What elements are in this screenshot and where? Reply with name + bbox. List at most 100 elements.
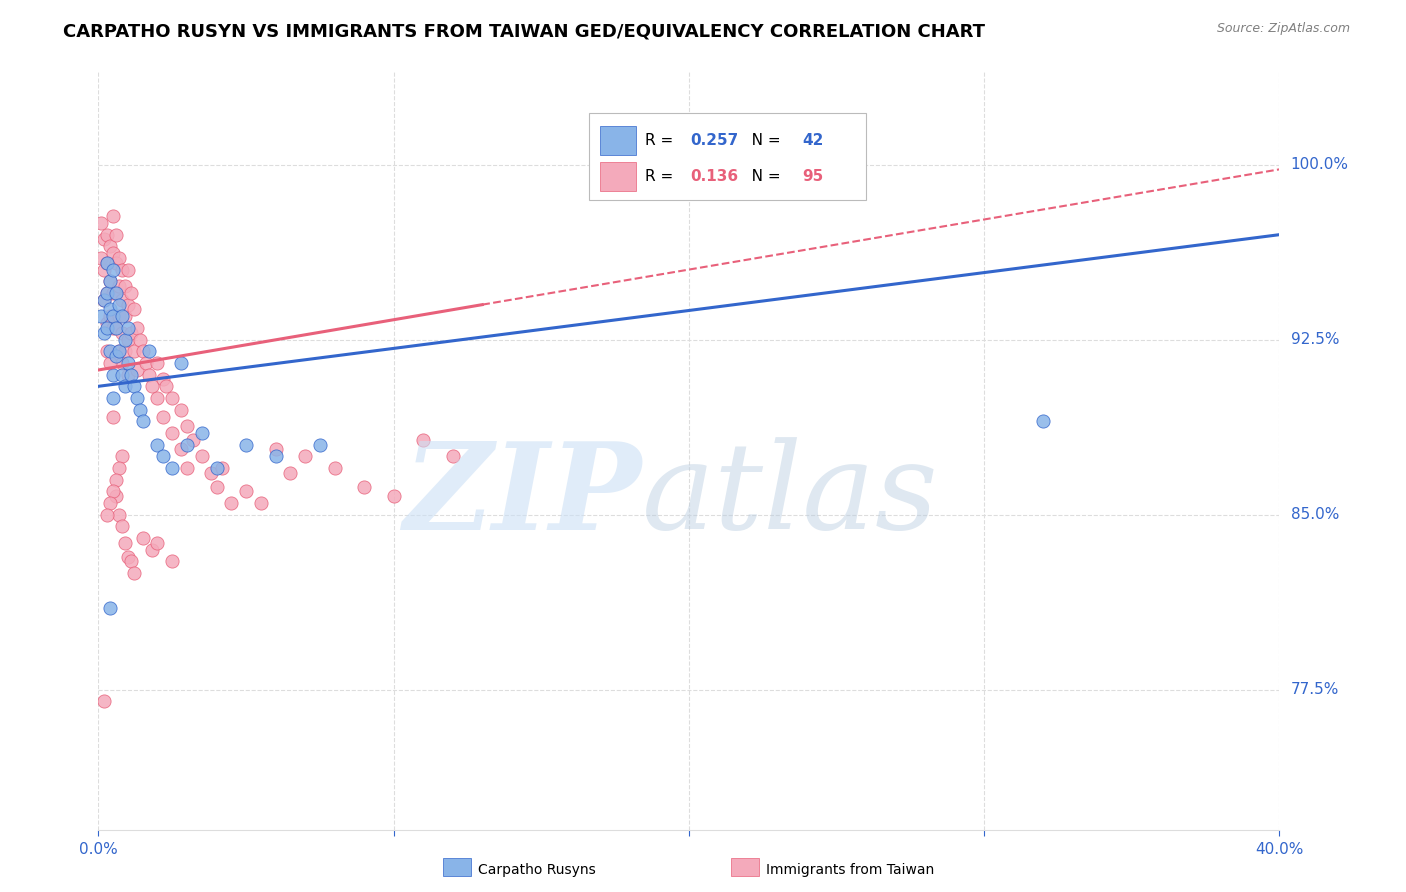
Point (138, 368, 160, 382)
Point (162, 461, 183, 475)
Point (105, 285, 128, 300)
Text: Carpatho Rusyns: Carpatho Rusyns (478, 863, 596, 877)
Point (103, 368, 125, 382)
Point (128, 333, 150, 347)
Point (96, 255, 118, 269)
Point (205, 461, 228, 475)
Point (111, 262, 134, 277)
Point (93, 293, 115, 307)
Point (146, 391, 169, 405)
Text: 0.136: 0.136 (690, 169, 738, 185)
Point (122, 379, 145, 393)
Point (152, 450, 174, 464)
Point (105, 473, 128, 487)
Text: R =: R = (645, 169, 678, 185)
Point (108, 508, 131, 522)
Point (98, 302, 121, 317)
Point (122, 566, 145, 580)
Point (235, 437, 257, 451)
Point (280, 466, 302, 480)
Point (90, 216, 112, 230)
Point (176, 461, 198, 475)
Point (162, 391, 183, 405)
Text: Source: ZipAtlas.com: Source: ZipAtlas.com (1216, 22, 1350, 36)
Point (111, 310, 134, 324)
Point (98, 496, 121, 510)
Point (205, 480, 228, 494)
Point (96, 285, 118, 300)
Point (309, 437, 332, 451)
Point (105, 349, 128, 363)
Point (117, 262, 139, 277)
Point (108, 310, 131, 324)
Point (96, 508, 118, 522)
Point (132, 344, 155, 359)
Point (108, 251, 131, 265)
Point (135, 356, 157, 370)
Point (103, 246, 125, 260)
Point (120, 326, 142, 340)
Text: 42: 42 (803, 133, 824, 148)
Point (103, 310, 125, 324)
Point (108, 344, 131, 359)
Point (103, 262, 125, 277)
Point (132, 414, 155, 428)
Point (96, 344, 118, 359)
Point (120, 285, 142, 300)
Point (103, 321, 125, 335)
Point (250, 496, 273, 510)
Point (93, 326, 115, 340)
Point (93, 694, 115, 708)
Point (132, 531, 155, 545)
Point (146, 535, 169, 549)
Point (98, 239, 121, 253)
Point (125, 391, 148, 405)
Point (141, 542, 163, 557)
Text: atlas: atlas (641, 437, 938, 555)
Point (98, 344, 121, 359)
Text: N =: N = (737, 169, 786, 185)
Point (235, 484, 257, 499)
Point (191, 425, 214, 440)
Text: 95: 95 (803, 169, 824, 185)
Point (105, 321, 128, 335)
Point (1032, 414, 1054, 428)
Point (105, 349, 128, 363)
Point (103, 484, 125, 499)
Point (264, 450, 287, 464)
Point (176, 437, 198, 451)
Point (111, 356, 134, 370)
Point (108, 279, 131, 293)
Point (191, 450, 214, 464)
Point (114, 333, 136, 347)
Point (155, 379, 177, 393)
Text: 100.0%: 100.0% (1291, 157, 1348, 172)
Point (221, 496, 243, 510)
Point (117, 356, 139, 370)
Bar (600, 162, 636, 191)
Point (105, 255, 128, 269)
Point (90, 310, 112, 324)
Point (96, 285, 118, 300)
Point (96, 321, 118, 335)
Point (105, 227, 128, 242)
Point (117, 549, 139, 564)
Point (125, 321, 148, 335)
Point (441, 450, 464, 464)
Point (98, 274, 121, 288)
Text: R =: R = (645, 133, 678, 148)
Point (103, 285, 125, 300)
Point (105, 321, 128, 335)
Point (200, 466, 222, 480)
Point (122, 302, 145, 317)
Point (103, 409, 125, 424)
Point (108, 344, 131, 359)
Point (117, 298, 139, 312)
Text: 92.5%: 92.5% (1291, 332, 1339, 347)
Point (353, 480, 375, 494)
Point (93, 293, 115, 307)
Point (90, 251, 112, 265)
Point (120, 368, 142, 382)
Text: 0.257: 0.257 (690, 133, 738, 148)
Point (294, 450, 316, 464)
